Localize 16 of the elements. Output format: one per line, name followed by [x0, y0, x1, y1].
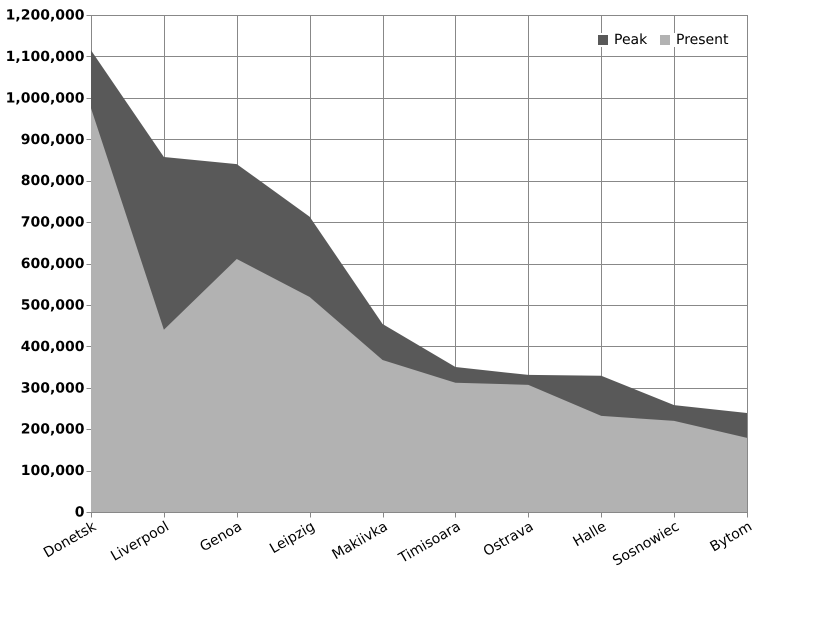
legend-label: Peak — [614, 32, 648, 48]
y-tick-label: 900,000 — [20, 132, 85, 148]
y-tick-label: 500,000 — [20, 297, 85, 314]
y-tick-label: 1,000,000 — [6, 90, 85, 106]
y-tick-label: 400,000 — [20, 338, 85, 355]
legend-label: Present — [676, 32, 730, 48]
y-tick-label: 0 — [74, 504, 85, 520]
y-tick-label: 1,200,000 — [6, 8, 85, 24]
y-tick-label: 300,000 — [20, 380, 85, 396]
y-tick-label: 200,000 — [20, 422, 85, 438]
y-tick-label: 700,000 — [20, 214, 85, 231]
y-tick-label: 1,100,000 — [6, 48, 85, 65]
x-tick-label: Halle — [570, 518, 610, 550]
y-tick-label: 800,000 — [20, 173, 85, 190]
y-tick-label: 600,000 — [20, 256, 85, 272]
y-tick-label: 100,000 — [20, 463, 85, 480]
